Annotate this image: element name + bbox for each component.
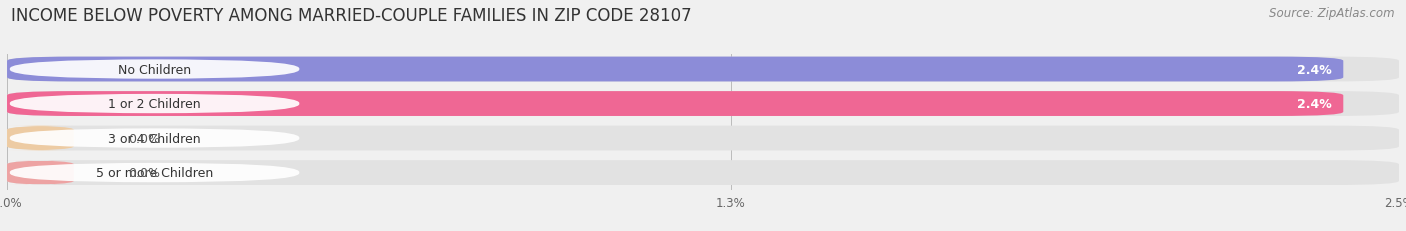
FancyBboxPatch shape [7, 126, 1399, 151]
Text: 5 or more Children: 5 or more Children [96, 166, 214, 179]
Text: 3 or 4 Children: 3 or 4 Children [108, 132, 201, 145]
FancyBboxPatch shape [7, 126, 75, 151]
Text: 2.4%: 2.4% [1298, 63, 1331, 76]
Text: 2.4%: 2.4% [1298, 98, 1331, 111]
FancyBboxPatch shape [7, 92, 1399, 116]
FancyBboxPatch shape [7, 57, 1343, 82]
FancyBboxPatch shape [10, 60, 299, 79]
FancyBboxPatch shape [7, 161, 75, 185]
FancyBboxPatch shape [10, 94, 299, 114]
FancyBboxPatch shape [7, 92, 1343, 116]
Text: 0.0%: 0.0% [128, 166, 160, 179]
Text: 1 or 2 Children: 1 or 2 Children [108, 98, 201, 111]
Text: INCOME BELOW POVERTY AMONG MARRIED-COUPLE FAMILIES IN ZIP CODE 28107: INCOME BELOW POVERTY AMONG MARRIED-COUPL… [11, 7, 692, 25]
Text: 0.0%: 0.0% [128, 132, 160, 145]
FancyBboxPatch shape [7, 161, 1399, 185]
FancyBboxPatch shape [10, 163, 299, 182]
FancyBboxPatch shape [10, 129, 299, 148]
FancyBboxPatch shape [7, 57, 1399, 82]
Text: No Children: No Children [118, 63, 191, 76]
Text: Source: ZipAtlas.com: Source: ZipAtlas.com [1270, 7, 1395, 20]
